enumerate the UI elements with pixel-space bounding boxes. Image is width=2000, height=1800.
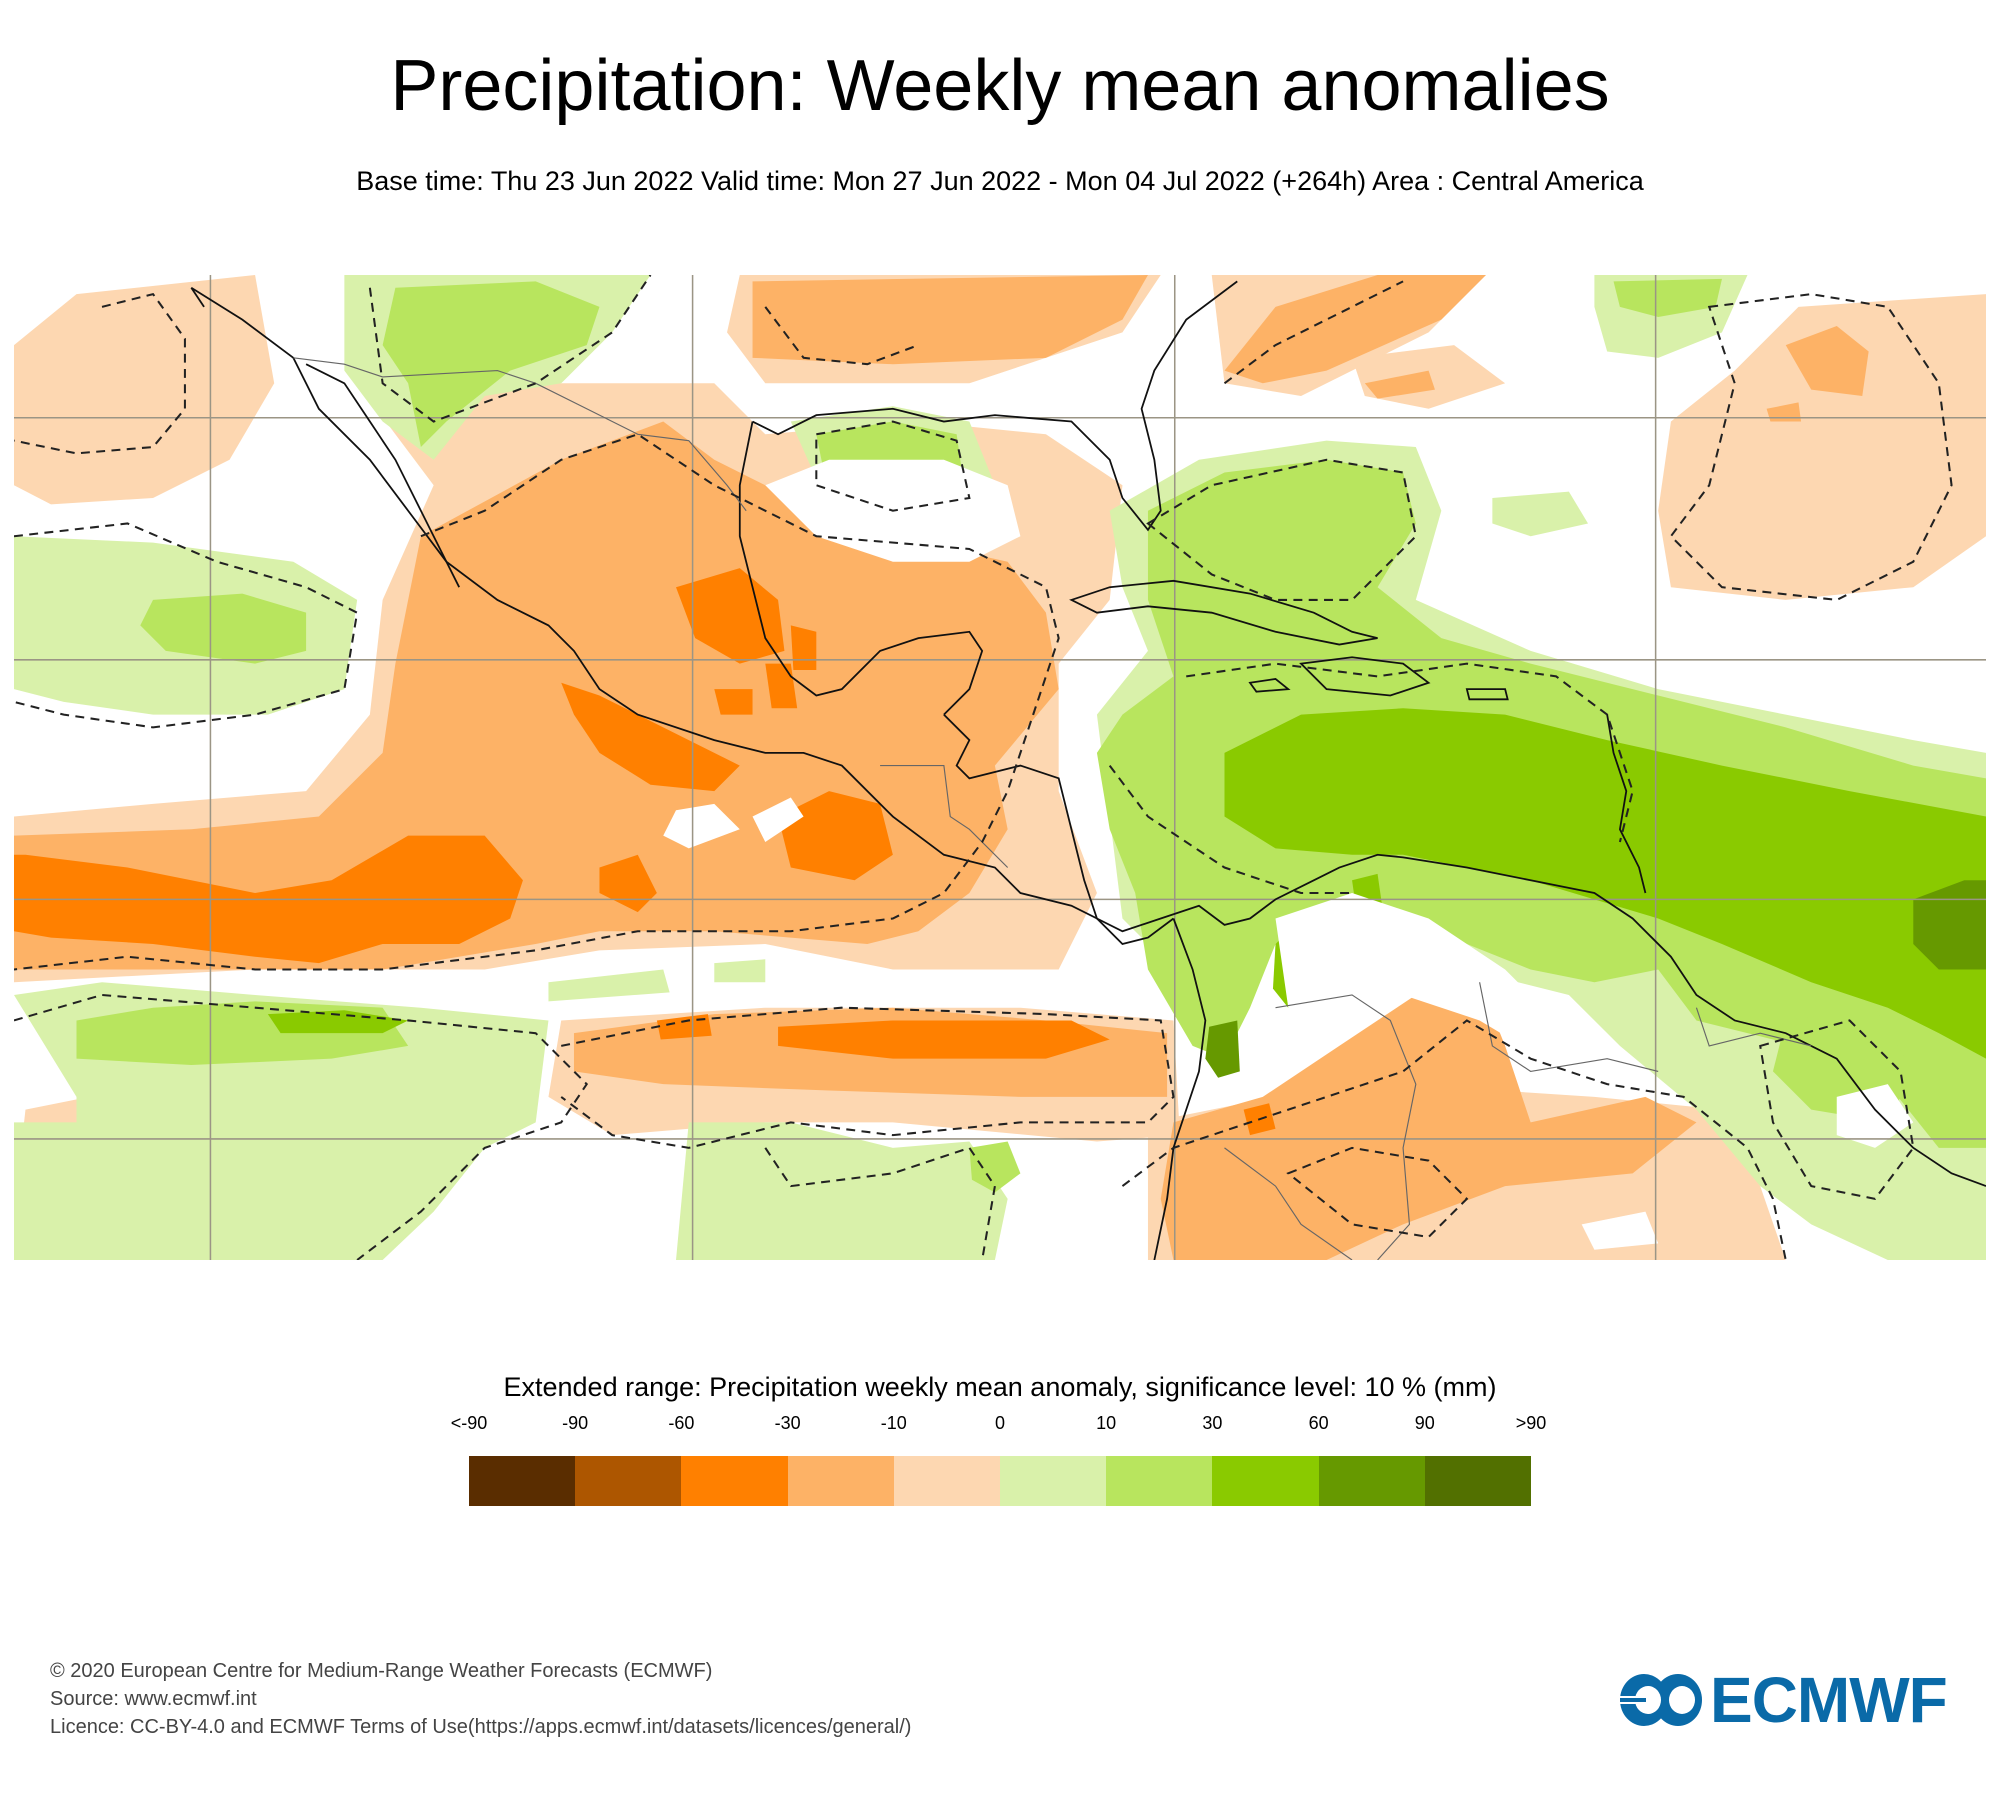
coastline-mexico-gulf [738, 421, 984, 716]
source-text: Source: www.ecmwf.int [50, 1688, 257, 1710]
graticule [14, 275, 1986, 1260]
coastline-hispaniola [1299, 656, 1431, 697]
legend-swatch [1000, 1456, 1107, 1506]
licence-text: Licence: CC-BY-4.0 and ECMWF Terms of Us… [50, 1716, 912, 1738]
coastline-lesser-antilles [1606, 714, 1647, 894]
legend-tick: -90 [562, 1413, 589, 1433]
border-guianas [1695, 1007, 1812, 1047]
legend-swatch [1318, 1456, 1425, 1506]
copyright-text: © 2020 European Centre for Medium-Range … [50, 1660, 713, 1682]
legend-tick: 0 [994, 1413, 1006, 1433]
coastline-gulf-mexico [752, 280, 1238, 532]
border-us-mexico [293, 357, 747, 512]
legend-color-bar [469, 1456, 1532, 1506]
legend-tick: -60 [668, 1413, 695, 1433]
legend-swatch [1424, 1456, 1532, 1506]
legend-tick: 30 [1202, 1413, 1223, 1433]
coastline-jamaica [1248, 677, 1291, 693]
border-venezuela-brazil [1479, 982, 1659, 1073]
legend-tick: -30 [774, 1413, 801, 1433]
legend-swatch [469, 1456, 576, 1506]
legend-swatch [787, 1456, 894, 1506]
coastline-mexico-pacific [190, 286, 1175, 945]
ecmwf-logo-icon [1620, 1674, 1702, 1726]
legend-swatch [893, 1456, 1001, 1506]
ecmwf-logo: ECMWF [1620, 1664, 1948, 1736]
chart-subtitle: Base time: Thu 23 Jun 2022 Valid time: M… [356, 166, 1644, 196]
legend-swatch [575, 1456, 682, 1506]
anomaly-fields [14, 275, 1986, 1260]
legend-tick: 90 [1414, 1413, 1435, 1433]
legend-swatch [1212, 1456, 1319, 1506]
anomaly-region-m60-m30 [14, 568, 1276, 1136]
border-south-america-b [1224, 1147, 1353, 1260]
legend-tick: 60 [1308, 1413, 1329, 1433]
coastline-puerto-rico [1465, 688, 1509, 701]
chart-title: Precipitation: Weekly mean anomalies [390, 46, 1610, 126]
footer: © 2020 European Centre for Medium-Range … [50, 1657, 911, 1741]
significance-contours [14, 275, 1953, 1260]
coastline-south-america-pacific [1153, 918, 1207, 1260]
coastline-baja [305, 363, 460, 588]
coastline-caribbean-ca [943, 713, 1986, 1187]
border-south-america-a [1275, 994, 1417, 1260]
legend-tick: <-90 [450, 1413, 488, 1433]
coastlines [190, 280, 1986, 1260]
ecmwf-logo-text: ECMWF [1710, 1664, 1948, 1736]
anomaly-region-60-90 [1205, 880, 1986, 1078]
coastline-cuba [1069, 579, 1378, 646]
anomaly-map [14, 275, 1986, 1260]
legend-swatch [681, 1456, 788, 1506]
legend-title: Extended range: Precipitation weekly mea… [503, 1372, 1497, 1402]
legend-swatch [1106, 1456, 1213, 1506]
legend-tick: -10 [880, 1413, 907, 1433]
legend-tick: 10 [1096, 1413, 1117, 1433]
legend-ticks: <-90 -90 -60 -30 -10 0 10 30 60 90 >90 [451, 1413, 1547, 1437]
legend-tick: >90 [1515, 1413, 1547, 1433]
coastline-california [190, 287, 205, 308]
